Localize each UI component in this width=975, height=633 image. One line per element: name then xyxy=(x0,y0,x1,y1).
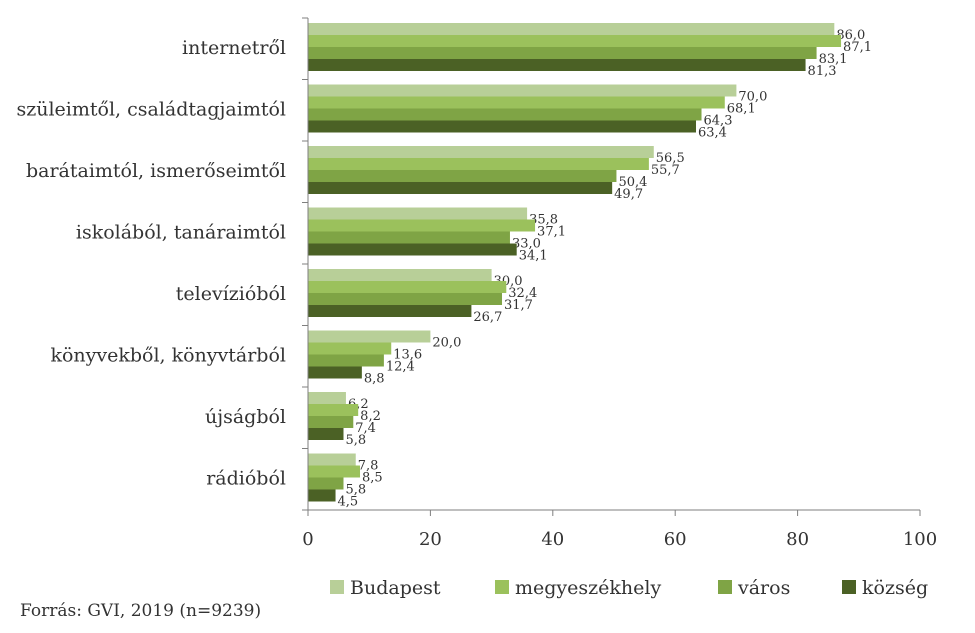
data-label: 70,0 xyxy=(738,90,767,105)
bar xyxy=(308,59,806,71)
legend-label: község xyxy=(862,577,928,599)
legend-label: megyeszékhely xyxy=(515,577,661,599)
bar xyxy=(308,96,725,109)
category-label: szüleimtől, családtagjaimtól xyxy=(16,98,286,120)
category-label: barátaimtól, ismerőseimtől xyxy=(26,160,286,182)
data-label: 56,5 xyxy=(656,151,685,166)
data-label: 12,4 xyxy=(386,360,415,375)
data-label: 26,7 xyxy=(473,310,502,325)
data-label: 13,6 xyxy=(393,348,422,363)
data-label: 20,0 xyxy=(432,336,461,351)
bar xyxy=(308,330,431,343)
bar xyxy=(308,366,362,379)
bar xyxy=(308,489,336,502)
data-label: 8,2 xyxy=(360,409,381,424)
legend-swatch xyxy=(718,580,732,594)
legend-swatch xyxy=(495,580,509,594)
bar xyxy=(308,465,361,478)
data-label: 50,4 xyxy=(618,175,647,190)
bar xyxy=(308,342,392,355)
data-label: 37,1 xyxy=(537,225,566,240)
data-label: 87,1 xyxy=(843,40,872,55)
category-label: internetről xyxy=(182,37,286,59)
data-label: 8,5 xyxy=(362,471,383,486)
source-note: Forrás: GVI, 2019 (n=9239) xyxy=(20,601,262,621)
x-tick-label: 80 xyxy=(786,529,809,550)
data-label: 4,5 xyxy=(338,495,359,510)
data-label: 34,1 xyxy=(519,249,548,264)
legend-swatch xyxy=(842,580,856,594)
bar xyxy=(308,453,356,466)
category-label: könyvekből, könyvtárból xyxy=(50,344,286,366)
bar xyxy=(308,293,503,305)
data-label: 7,8 xyxy=(358,459,379,474)
bar xyxy=(308,243,517,256)
x-tick-label: 0 xyxy=(302,529,313,550)
bar xyxy=(308,84,737,97)
bar xyxy=(308,404,359,416)
bar xyxy=(308,207,528,220)
data-label: 55,7 xyxy=(651,163,680,178)
category-label: televízióból xyxy=(176,283,286,305)
bar xyxy=(308,182,613,194)
data-label: 8,8 xyxy=(364,372,385,387)
data-label: 68,1 xyxy=(727,102,756,117)
data-label: 64,3 xyxy=(704,114,733,129)
legend-swatch xyxy=(330,580,344,594)
data-label: 81,3 xyxy=(808,64,837,79)
x-tick-label: 60 xyxy=(664,529,687,550)
bar xyxy=(308,392,346,404)
data-label: 83,1 xyxy=(819,52,848,67)
bar xyxy=(308,281,507,293)
legend-label: Budapest xyxy=(350,577,441,599)
data-label: 7,4 xyxy=(355,421,376,436)
data-label: 31,7 xyxy=(504,298,533,313)
x-tick-label: 20 xyxy=(419,529,442,550)
bar xyxy=(308,354,384,367)
bar xyxy=(308,477,344,490)
x-tick-label: 100 xyxy=(903,529,937,550)
bar xyxy=(308,146,654,158)
data-label: 5,8 xyxy=(345,433,366,448)
data-label: 35,8 xyxy=(529,213,558,228)
data-label: 33,0 xyxy=(512,237,541,252)
data-label: 5,8 xyxy=(345,483,366,498)
bar xyxy=(308,158,649,170)
bar xyxy=(308,170,617,182)
bar xyxy=(308,428,344,440)
data-label: 86,0 xyxy=(836,28,865,43)
category-label: rádióból xyxy=(206,467,286,489)
bar xyxy=(308,47,817,59)
bar xyxy=(308,231,510,244)
data-label: 63,4 xyxy=(698,126,727,141)
data-label: 49,7 xyxy=(614,187,643,202)
bar xyxy=(308,269,492,281)
bar xyxy=(308,35,842,47)
bar xyxy=(308,120,697,133)
bar xyxy=(308,219,536,232)
bar xyxy=(308,416,354,428)
legend-label: város xyxy=(737,577,790,599)
category-label: újságból xyxy=(205,406,286,428)
bar xyxy=(308,108,702,121)
bar xyxy=(308,23,835,35)
category-label: iskolából, tanáraimtól xyxy=(76,221,286,243)
data-label: 32,4 xyxy=(508,286,537,301)
x-tick-label: 40 xyxy=(541,529,564,550)
bar xyxy=(308,305,472,317)
